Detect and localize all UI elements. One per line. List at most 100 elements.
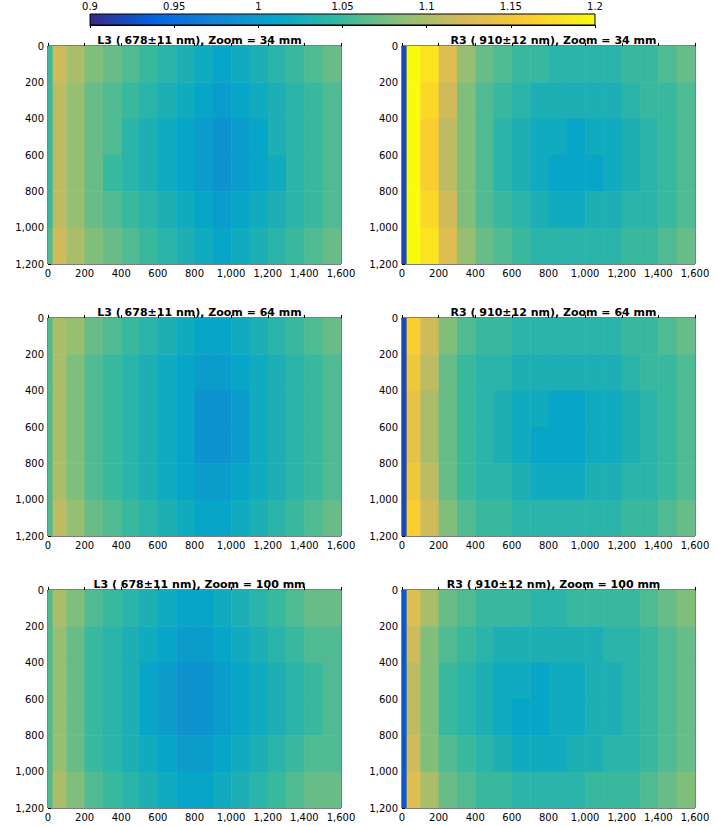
svg-text:600: 600 bbox=[148, 268, 167, 279]
svg-text:200: 200 bbox=[25, 349, 44, 360]
svg-text:1,200: 1,200 bbox=[607, 540, 636, 551]
svg-text:1,200: 1,200 bbox=[15, 259, 44, 270]
svg-text:1,600: 1,600 bbox=[681, 540, 710, 551]
svg-text:400: 400 bbox=[112, 540, 131, 551]
svg-text:0: 0 bbox=[399, 540, 405, 551]
svg-text:600: 600 bbox=[502, 812, 521, 823]
svg-text:0.95: 0.95 bbox=[163, 1, 185, 12]
svg-text:600: 600 bbox=[25, 150, 44, 161]
svg-text:1,200: 1,200 bbox=[253, 540, 282, 551]
svg-text:1.1: 1.1 bbox=[419, 1, 435, 12]
svg-text:600: 600 bbox=[148, 540, 167, 551]
svg-text:1,000: 1,000 bbox=[217, 812, 246, 823]
svg-text:1,000: 1,000 bbox=[217, 540, 246, 551]
svg-text:1.15: 1.15 bbox=[500, 1, 522, 12]
svg-text:800: 800 bbox=[539, 540, 558, 551]
svg-text:1.2: 1.2 bbox=[587, 1, 603, 12]
svg-text:0: 0 bbox=[45, 540, 51, 551]
svg-text:800: 800 bbox=[25, 186, 44, 197]
svg-text:1,000: 1,000 bbox=[571, 540, 600, 551]
svg-text:400: 400 bbox=[25, 657, 44, 668]
svg-text:400: 400 bbox=[25, 113, 44, 124]
svg-text:400: 400 bbox=[379, 113, 398, 124]
svg-text:800: 800 bbox=[379, 730, 398, 741]
svg-text:800: 800 bbox=[185, 540, 204, 551]
svg-text:800: 800 bbox=[25, 730, 44, 741]
svg-text:600: 600 bbox=[25, 422, 44, 433]
svg-text:1,600: 1,600 bbox=[681, 268, 710, 279]
svg-text:1,200: 1,200 bbox=[607, 812, 636, 823]
svg-text:1,000: 1,000 bbox=[571, 268, 600, 279]
svg-text:0: 0 bbox=[45, 268, 51, 279]
svg-text:1,000: 1,000 bbox=[369, 494, 398, 505]
svg-text:200: 200 bbox=[379, 621, 398, 632]
svg-text:1,000: 1,000 bbox=[15, 494, 44, 505]
svg-text:1,600: 1,600 bbox=[327, 540, 356, 551]
svg-text:400: 400 bbox=[112, 812, 131, 823]
svg-text:1,000: 1,000 bbox=[15, 766, 44, 777]
svg-text:0: 0 bbox=[399, 268, 405, 279]
svg-text:1,600: 1,600 bbox=[681, 812, 710, 823]
svg-text:0: 0 bbox=[392, 585, 398, 596]
svg-text:1,400: 1,400 bbox=[290, 540, 319, 551]
svg-text:0.9: 0.9 bbox=[82, 1, 98, 12]
svg-text:1,000: 1,000 bbox=[369, 222, 398, 233]
svg-text:1,400: 1,400 bbox=[290, 812, 319, 823]
svg-text:600: 600 bbox=[502, 268, 521, 279]
svg-text:800: 800 bbox=[185, 812, 204, 823]
svg-text:800: 800 bbox=[539, 812, 558, 823]
svg-text:200: 200 bbox=[25, 77, 44, 88]
svg-text:400: 400 bbox=[466, 812, 485, 823]
svg-text:1,400: 1,400 bbox=[290, 268, 319, 279]
svg-text:600: 600 bbox=[379, 694, 398, 705]
svg-text:1,000: 1,000 bbox=[571, 812, 600, 823]
svg-text:0: 0 bbox=[38, 41, 44, 52]
svg-text:L3 ( 678±11 nm), Zoom = 34 mm: L3 ( 678±11 nm), Zoom = 34 mm bbox=[97, 34, 301, 47]
svg-text:1,200: 1,200 bbox=[15, 803, 44, 814]
svg-text:0: 0 bbox=[45, 812, 51, 823]
svg-text:0: 0 bbox=[38, 313, 44, 324]
svg-text:1: 1 bbox=[255, 1, 261, 12]
svg-text:0: 0 bbox=[38, 585, 44, 596]
svg-text:1,400: 1,400 bbox=[644, 540, 673, 551]
svg-text:1,200: 1,200 bbox=[253, 812, 282, 823]
svg-text:R3 ( 910±12 nm), Zoom = 64 mm: R3 ( 910±12 nm), Zoom = 64 mm bbox=[451, 306, 657, 319]
svg-text:L3 ( 678±11 nm), Zoom = 100 mm: L3 ( 678±11 nm), Zoom = 100 mm bbox=[93, 578, 305, 591]
svg-text:1,200: 1,200 bbox=[369, 803, 398, 814]
svg-text:600: 600 bbox=[148, 812, 167, 823]
svg-text:R3 ( 910±12 nm), Zoom = 100 mm: R3 ( 910±12 nm), Zoom = 100 mm bbox=[447, 578, 661, 591]
svg-text:200: 200 bbox=[75, 812, 94, 823]
svg-text:400: 400 bbox=[112, 268, 131, 279]
svg-text:200: 200 bbox=[429, 540, 448, 551]
svg-text:600: 600 bbox=[25, 694, 44, 705]
svg-text:800: 800 bbox=[379, 186, 398, 197]
svg-text:1,400: 1,400 bbox=[644, 812, 673, 823]
svg-text:1,200: 1,200 bbox=[607, 268, 636, 279]
svg-text:1,200: 1,200 bbox=[369, 531, 398, 542]
svg-text:0: 0 bbox=[399, 812, 405, 823]
svg-text:200: 200 bbox=[429, 268, 448, 279]
svg-text:400: 400 bbox=[466, 540, 485, 551]
svg-text:200: 200 bbox=[75, 540, 94, 551]
svg-text:400: 400 bbox=[25, 385, 44, 396]
svg-text:600: 600 bbox=[379, 150, 398, 161]
svg-text:1,200: 1,200 bbox=[253, 268, 282, 279]
svg-text:1,200: 1,200 bbox=[15, 531, 44, 542]
svg-text:1,400: 1,400 bbox=[644, 268, 673, 279]
svg-text:200: 200 bbox=[379, 349, 398, 360]
svg-text:200: 200 bbox=[75, 268, 94, 279]
svg-text:800: 800 bbox=[379, 458, 398, 469]
svg-text:800: 800 bbox=[25, 458, 44, 469]
svg-text:800: 800 bbox=[539, 268, 558, 279]
svg-text:1,600: 1,600 bbox=[327, 812, 356, 823]
svg-text:400: 400 bbox=[466, 268, 485, 279]
svg-text:200: 200 bbox=[429, 812, 448, 823]
svg-text:1,000: 1,000 bbox=[217, 268, 246, 279]
svg-text:600: 600 bbox=[502, 540, 521, 551]
svg-text:1,000: 1,000 bbox=[369, 766, 398, 777]
svg-text:0: 0 bbox=[392, 313, 398, 324]
svg-text:600: 600 bbox=[379, 422, 398, 433]
svg-text:1,200: 1,200 bbox=[369, 259, 398, 270]
svg-text:400: 400 bbox=[379, 385, 398, 396]
svg-text:1,600: 1,600 bbox=[327, 268, 356, 279]
